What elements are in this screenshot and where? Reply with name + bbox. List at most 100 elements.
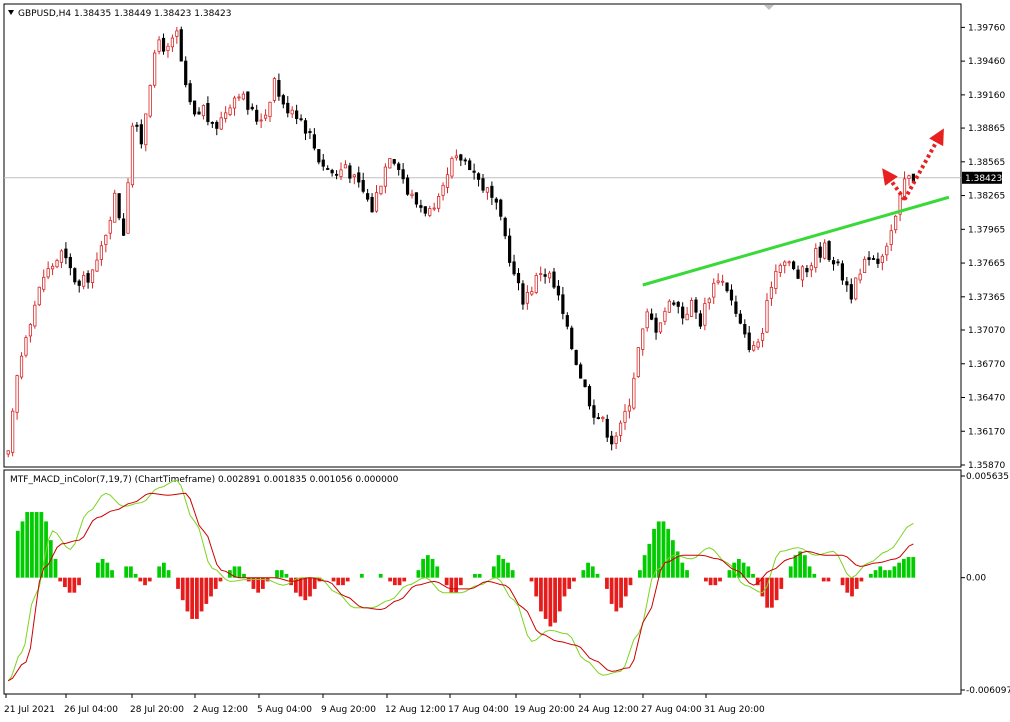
histogram-bar-positive [638,570,642,578]
candle-body [871,258,876,260]
histogram-bar-negative [614,577,619,612]
histogram-bar-negative [765,577,770,608]
histogram-bar-positive [242,573,246,578]
candle-body [645,311,649,329]
histogram-bar-negative [147,577,152,582]
histogram-bar-positive [39,512,44,578]
candle-body [130,125,135,186]
chart-annotations[interactable] [642,128,950,287]
histogram-bar-positive [586,562,590,578]
price-tick-label: 1.38565 [968,158,1005,168]
histogram-bar-positive [510,570,515,578]
histogram-bar-positive [666,528,671,578]
dotted-arrow[interactable] [882,168,907,201]
candle-body [392,159,396,164]
dotted-arrow[interactable] [902,128,944,201]
histogram-bar-negative [454,577,458,593]
histogram-bar-negative [605,577,609,589]
candle-body [734,301,738,314]
candle-body [37,286,41,306]
histogram-bar-negative [779,577,784,589]
candle-body [516,272,521,284]
candle-body [823,242,827,259]
histogram-bar-negative [760,577,765,597]
candle-body [796,269,800,279]
macd-lines [7,479,914,682]
candle-body [902,178,907,197]
price-panel[interactable] [3,3,962,468]
candle-body [290,109,294,115]
histogram-bar-negative [67,577,72,593]
histogram-bar-negative [388,577,393,582]
candle-body [800,266,805,281]
histogram-bar-positive [727,570,732,578]
candle-body [33,304,37,327]
histogram-bar-negative [845,577,850,593]
candle-body [419,205,423,208]
histogram-bar-positive [232,566,237,578]
candle-body [250,106,254,110]
current-price-label: 1.38423 [965,174,1002,184]
candle-body [215,121,219,129]
price-tick-label: 1.37365 [968,293,1005,303]
histogram-bar-negative [260,577,265,589]
histogram-bar-positive [802,555,807,578]
price-tick-label: 1.37665 [968,259,1005,269]
histogram-bar-negative [209,577,213,597]
candle-body [82,275,86,287]
candle-body [614,435,618,444]
candle-body [521,283,525,305]
candle-body [77,280,81,286]
symbol-header: GBPUSD,H4 1.38435 1.38449 1.38423 1.3842… [18,9,231,19]
histogram-bar-positive [793,555,798,578]
price-axis: 1.39760 1.39460 1.39160 1.38865 1.38565 1.382… [961,23,1005,471]
histogram-bar-positive [425,555,430,578]
histogram-bar-positive [788,566,793,578]
histogram-bar-positive [878,566,883,578]
histogram-bar-negative [402,577,407,582]
time-axis: 21 Jul 2021 26 Jul 04:00 28 Jul 20:00 2 Aug… [4,694,765,715]
candle-body [24,337,28,356]
candle-body [543,274,547,277]
time-tick-label: 21 Jul 2021 [4,705,55,715]
histogram-bar-positive [883,570,887,578]
indicator-panel[interactable] [3,469,962,695]
histogram-bar-positive [275,570,279,578]
histogram-bar-negative [397,577,402,586]
histogram-bar-negative [312,577,317,589]
candle-body [237,96,241,99]
trendline[interactable] [642,195,950,287]
histogram-bar-negative [176,577,180,589]
histogram-bar-positive [421,558,425,578]
histogram-bar-positive [506,562,510,578]
candle-body [854,277,858,300]
candle-body [64,248,68,259]
candle-body [814,248,818,269]
histogram-bar-positive [661,521,666,578]
histogram-bar-positive [100,558,105,578]
histogram-bar-negative [199,577,204,612]
candle-body [876,258,880,264]
candlesticks [6,26,916,458]
histogram-bar-positive [359,573,364,578]
histogram-bar-negative [218,577,223,582]
candle-body [423,206,427,214]
indicator-axis: 0.005635 0.00 -0.006097 [961,472,1010,696]
histogram-bar-positive [590,566,595,578]
candle-body [148,85,152,117]
chart-shift-marker-icon[interactable] [764,5,774,10]
candle-body [885,245,889,256]
histogram-bar-positive [416,570,421,578]
symbol-menu-triangle-icon[interactable] [8,10,14,15]
histogram-bar-negative [458,577,463,586]
candle-body [818,246,822,258]
histogram-bar-negative [331,577,336,582]
histogram-bar-negative [609,577,614,604]
histogram-bar-negative [256,577,261,593]
histogram-bar-positive [237,566,242,578]
candle-body [836,261,840,264]
candle-body [454,155,458,159]
time-tick-label: 2 Aug 12:00 [193,705,248,715]
candle-body [153,52,157,86]
